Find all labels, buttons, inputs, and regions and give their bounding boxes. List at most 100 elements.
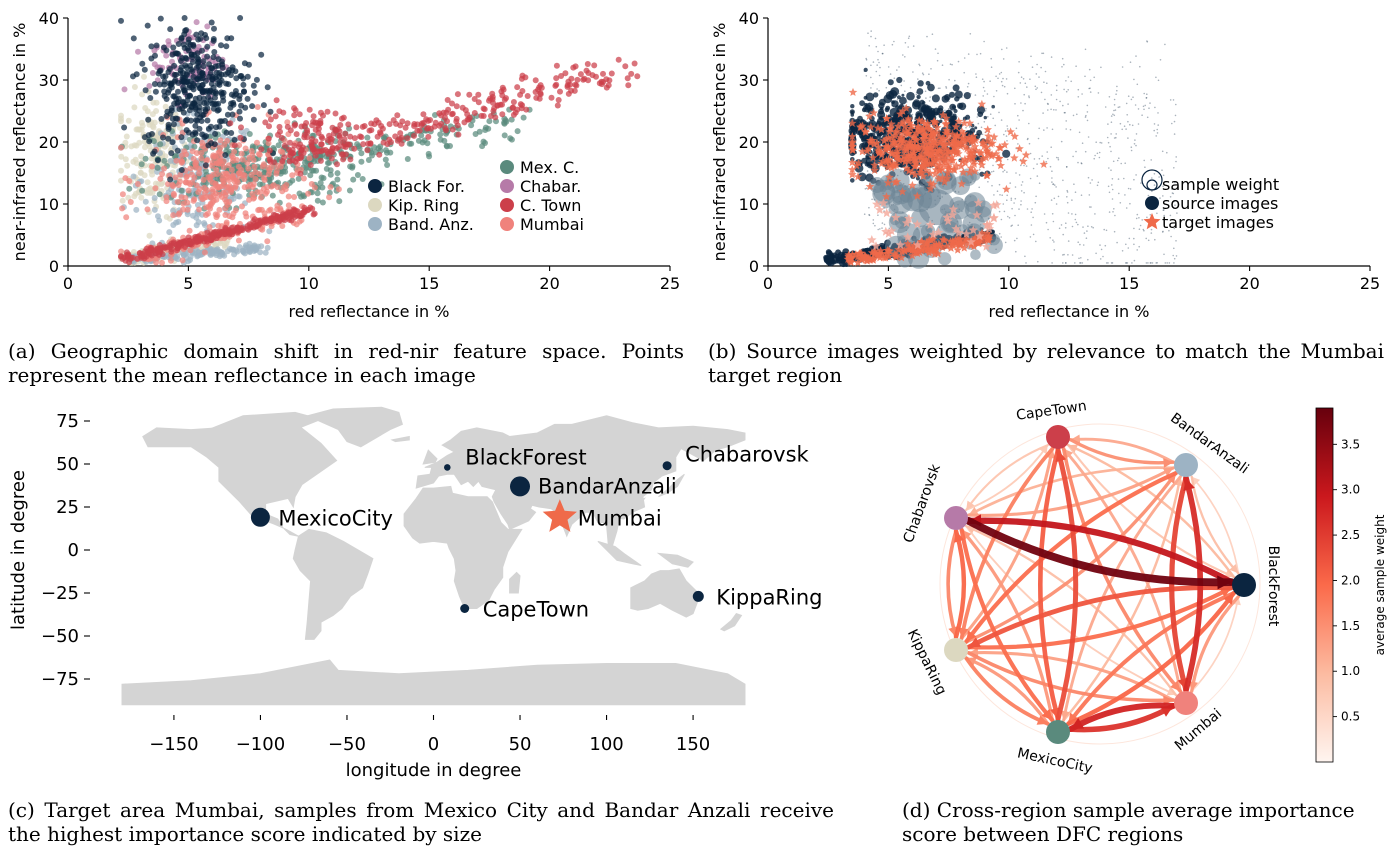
chart-b-source-point — [1047, 103, 1049, 105]
chart-b-target-point — [904, 156, 913, 165]
chart-b-x-tick-label: 5 — [883, 274, 893, 293]
chart-a-point — [188, 171, 195, 178]
chart-b-source-point — [1125, 128, 1127, 130]
chart-a-point — [187, 117, 194, 124]
chart-a-point — [193, 31, 200, 38]
chart-b-target-point — [953, 245, 962, 254]
chart-b-source-point — [1064, 227, 1067, 229]
chart-b-source-point — [1066, 201, 1069, 204]
chart-b-source-point — [1106, 136, 1109, 139]
chart-b-source-point — [1092, 226, 1094, 229]
chart-a-point — [386, 121, 393, 128]
chart-a-point — [141, 138, 148, 145]
chart-a: 0 5 10 15 20 25 0 10 20 30 40 red reflectance in % n… — [0, 0, 690, 330]
chart-a-point — [169, 181, 176, 188]
chart-a-point — [466, 114, 473, 121]
chart-b-source-point — [1055, 98, 1058, 101]
chart-a-point — [600, 70, 606, 77]
chart-b-source-point — [998, 183, 1001, 186]
chart-a-point — [181, 87, 188, 94]
chart-b-source-point — [896, 69, 898, 71]
chart-a-point — [193, 239, 200, 246]
chart-b-source-point — [1162, 230, 1164, 233]
chart-a-point — [118, 17, 124, 24]
chart-a-point — [213, 196, 220, 203]
chart-b-source-point — [1082, 244, 1085, 246]
chart-a-point — [204, 157, 211, 163]
chart-b-target-point — [867, 248, 877, 257]
chart-a-point — [297, 149, 304, 156]
chart-b-source-point — [938, 252, 952, 266]
chart-b-source-point — [1159, 59, 1162, 61]
chart-a-point — [287, 139, 293, 146]
chart-b-source-point — [1035, 88, 1037, 91]
chart-b-source-point — [1030, 55, 1032, 58]
chart-b-target-point — [907, 153, 916, 162]
chart-b-source-point — [1082, 226, 1084, 228]
chart-a-point — [254, 139, 260, 146]
chart-a-point — [289, 177, 296, 184]
chart-b-source-point — [939, 119, 943, 123]
chart-a-point — [163, 52, 170, 59]
chart-a-point — [565, 90, 572, 97]
chart-a-point — [272, 212, 279, 219]
chart-b-target-point — [938, 110, 948, 119]
chart-a-point — [306, 106, 313, 113]
chart-a-point — [200, 63, 207, 70]
chart-a-point — [284, 123, 291, 130]
chart-b-source-point — [923, 110, 932, 119]
chart-a-point — [197, 85, 204, 92]
chart-b-source-point — [1050, 199, 1053, 201]
chart-b-source-point — [1155, 262, 1157, 264]
chart-b-source-point — [1022, 109, 1024, 112]
chart-b-source-point — [987, 181, 989, 183]
chart-a-point — [449, 126, 456, 133]
chart-b-target-point — [875, 204, 885, 214]
chart-b-source-point — [887, 79, 894, 86]
chart-b-target-point — [981, 153, 991, 162]
chart-b-source-point — [1006, 199, 1008, 201]
chart-a-point — [204, 187, 211, 194]
chart-b-target-point — [949, 143, 959, 152]
chart-b-source-point — [978, 186, 980, 189]
chart-a-point — [238, 102, 245, 109]
chart-a-point — [125, 117, 132, 124]
chart-b-target-point — [903, 239, 912, 248]
chart-b-target-point — [948, 204, 959, 214]
chart-a-point — [192, 164, 199, 171]
chart-a-point — [205, 125, 212, 132]
chart-b-source-point — [1086, 111, 1089, 113]
chart-a-point — [490, 108, 497, 114]
chart-b-source-point — [1125, 262, 1127, 264]
chart-a-point — [134, 126, 141, 133]
chart-a-point — [221, 244, 228, 250]
chart-a-point — [232, 88, 239, 94]
chart-a-legend-marker — [368, 179, 382, 193]
chart-b-source-point — [1020, 203, 1022, 206]
chart-b-target-point — [959, 167, 968, 176]
chart-b-target-point — [1019, 156, 1028, 166]
chart-a-point — [553, 81, 560, 88]
chart-a-x-tick-label: 15 — [419, 274, 439, 293]
chart-a-point — [523, 106, 530, 113]
chart-a-point — [163, 198, 170, 205]
chart-a-point — [415, 137, 422, 144]
chart-a-legend-label: Mumbai — [520, 215, 584, 234]
chart-a-point — [360, 141, 367, 148]
chart-a-point — [174, 253, 181, 260]
chart-a-point — [142, 155, 149, 162]
chart-b-source-point — [917, 78, 919, 80]
chart-b-source-point — [963, 71, 965, 74]
chart-a-point — [275, 142, 282, 149]
chart-b-y-tick-label: 0 — [749, 257, 759, 276]
chart-b-target-point — [884, 133, 893, 142]
chart-b-source-point — [1074, 213, 1077, 216]
chart-a-point — [198, 236, 204, 243]
chart-a-point — [622, 63, 629, 70]
chart-b-source-point — [1126, 262, 1129, 264]
chart-a-point — [265, 171, 272, 178]
chart-a-point — [118, 115, 124, 122]
chart-a-point — [218, 71, 225, 78]
chart-b-source-point — [1020, 190, 1023, 192]
chart-b-target-point — [925, 220, 935, 229]
